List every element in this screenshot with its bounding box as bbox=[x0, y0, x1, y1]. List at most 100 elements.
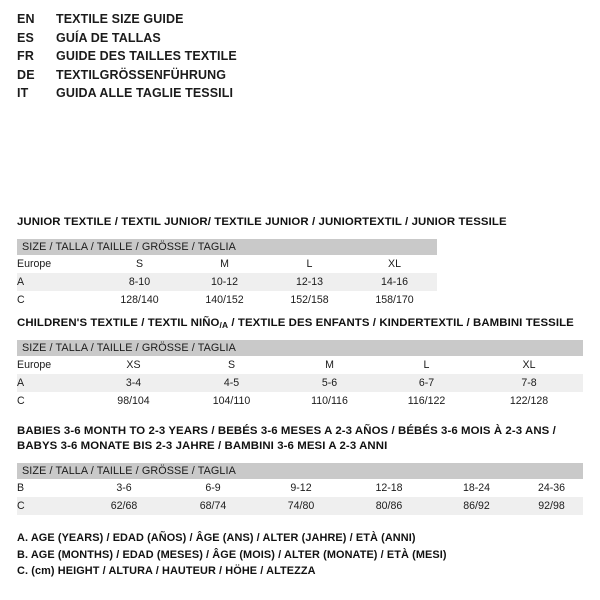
cell-value: 6-9 bbox=[169, 479, 257, 497]
legend-key-b: B. bbox=[17, 548, 29, 561]
language-title-list: EN TEXTILE SIZE GUIDE ES GUÍA DE TALLAS … bbox=[17, 12, 437, 105]
row-label: Europe bbox=[17, 356, 85, 374]
table-row: Europe S M L XL bbox=[17, 255, 438, 273]
legend-line-c: C. (cm) HEIGHT / ALTURA / HAUTEUR / HÖHE… bbox=[17, 563, 447, 580]
cell-value: 74/80 bbox=[257, 497, 345, 515]
cell-value: S bbox=[97, 255, 182, 273]
section-childrens-textile: CHILDREN'S TEXTILE / TEXTIL NIÑO/A / TEX… bbox=[17, 316, 584, 410]
height-measure-figure: C bbox=[440, 4, 590, 209]
cell-value: M bbox=[182, 255, 267, 273]
section-heading-babies-line2: BABYS 3-6 MONATE BIS 2-3 JAHRE / BAMBINI… bbox=[17, 440, 388, 452]
language-row-en: EN TEXTILE SIZE GUIDE bbox=[17, 12, 437, 31]
size-header-label: SIZE / TALLA / TAILLE / GRÖSSE / TAGLIA bbox=[17, 239, 438, 255]
cell-value: 98/104 bbox=[85, 392, 182, 410]
cell-value: 9-12 bbox=[257, 479, 345, 497]
language-title-fr: GUIDE DES TAILLES TEXTILE bbox=[56, 49, 237, 63]
language-row-it: IT GUIDA ALLE TAGLIE TESSILI bbox=[17, 86, 437, 105]
size-header-label: SIZE / TALLA / TAILLE / GRÖSSE / TAGLIA bbox=[17, 463, 584, 479]
cell-value: 4-5 bbox=[182, 374, 281, 392]
cell-value: 7-8 bbox=[475, 374, 584, 392]
language-code-es: ES bbox=[17, 30, 35, 45]
cell-value: L bbox=[267, 255, 352, 273]
language-row-de: DE TEXTILGRÖSSENFÜHRUNG bbox=[17, 68, 437, 87]
section-heading-childrens: CHILDREN'S TEXTILE / TEXTIL NIÑO/A / TEX… bbox=[17, 316, 583, 331]
cell-value: L bbox=[378, 356, 475, 374]
cell-value: 14-16 bbox=[352, 273, 438, 291]
heading-part-post: / TEXTILE DES ENFANTS / KINDERTEXTIL / B… bbox=[228, 317, 574, 329]
cell-value: 6-7 bbox=[378, 374, 475, 392]
language-row-fr: FR GUIDE DES TAILLES TEXTILE bbox=[17, 49, 437, 68]
cell-value: 152/158 bbox=[267, 291, 352, 309]
row-label: B bbox=[17, 479, 79, 497]
language-title-en: TEXTILE SIZE GUIDE bbox=[56, 12, 184, 26]
heading-part-sub: /A bbox=[219, 320, 229, 330]
cell-value: 8-10 bbox=[97, 273, 182, 291]
cell-value: 92/98 bbox=[520, 497, 584, 515]
cell-value: 110/116 bbox=[281, 392, 378, 410]
section-heading-babies-line1: BABIES 3-6 MONTH TO 2-3 YEARS / BEBÉS 3-… bbox=[17, 425, 556, 437]
row-label: Europe bbox=[17, 255, 97, 273]
cell-value: 10-12 bbox=[182, 273, 267, 291]
cell-value: 12-18 bbox=[345, 479, 433, 497]
row-label: C bbox=[17, 291, 97, 309]
row-label: A bbox=[17, 273, 97, 291]
legend-line-a: A. AGE (YEARS) / EDAD (AÑOS) / ÂGE (ANS)… bbox=[17, 530, 447, 547]
cell-value: M bbox=[281, 356, 378, 374]
section-heading-junior: JUNIOR TEXTILE / TEXTIL JUNIOR/ TEXTILE … bbox=[17, 216, 507, 228]
heading-part-pre: CHILDREN'S TEXTILE / TEXTIL NIÑO bbox=[17, 317, 220, 329]
language-code-en: EN bbox=[17, 12, 35, 26]
junior-size-table: SIZE / TALLA / TAILLE / GRÖSSE / TAGLIA … bbox=[17, 239, 438, 309]
language-code-it: IT bbox=[17, 86, 29, 100]
table-row: Europe XS S M L XL bbox=[17, 356, 584, 374]
cell-value: 68/74 bbox=[169, 497, 257, 515]
language-code-fr: FR bbox=[17, 49, 35, 63]
cell-value: 104/110 bbox=[182, 392, 281, 410]
cell-value: 62/68 bbox=[79, 497, 169, 515]
cell-value: S bbox=[182, 356, 281, 374]
cell-value: 128/140 bbox=[97, 291, 182, 309]
legend-key-c: C. bbox=[17, 565, 29, 577]
table-row: C 128/140 140/152 152/158 158/170 bbox=[17, 291, 438, 309]
table-header-row: SIZE / TALLA / TAILLE / GRÖSSE / TAGLIA bbox=[17, 239, 438, 255]
cell-value: 18-24 bbox=[433, 479, 520, 497]
language-title-es: GUÍA DE TALLAS bbox=[56, 30, 161, 45]
cell-value: 116/122 bbox=[378, 392, 475, 410]
table-row: C 98/104 104/110 110/116 116/122 122/128 bbox=[17, 392, 584, 410]
table-row: C 62/68 68/74 74/80 80/86 86/92 92/98 bbox=[17, 497, 584, 515]
cell-value: 12-13 bbox=[267, 273, 352, 291]
row-label: C bbox=[17, 392, 85, 410]
legend-text-b: AGE (MONTHS) / EDAD (MESES) / ÂGE (MOIS)… bbox=[28, 548, 447, 561]
language-code-de: DE bbox=[17, 67, 35, 82]
size-header-label: SIZE / TALLA / TAILLE / GRÖSSE / TAGLIA bbox=[17, 340, 584, 356]
row-label: C bbox=[17, 497, 79, 515]
cell-value: XL bbox=[475, 356, 584, 374]
table-header-row: SIZE / TALLA / TAILLE / GRÖSSE / TAGLIA bbox=[17, 340, 584, 356]
table-header-row: SIZE / TALLA / TAILLE / GRÖSSE / TAGLIA bbox=[17, 463, 584, 479]
cell-value: 158/170 bbox=[352, 291, 438, 309]
table-row: A 3-4 4-5 5-6 6-7 7-8 bbox=[17, 374, 584, 392]
cell-value: XL bbox=[352, 255, 438, 273]
babies-size-table: SIZE / TALLA / TAILLE / GRÖSSE / TAGLIA … bbox=[17, 463, 584, 515]
cell-value: 3-6 bbox=[79, 479, 169, 497]
section-babies-textile: BABIES 3-6 MONTH TO 2-3 YEARS / BEBÉS 3-… bbox=[17, 424, 584, 515]
table-row: A 8-10 10-12 12-13 14-16 bbox=[17, 273, 438, 291]
section-junior-textile: JUNIOR TEXTILE / TEXTIL JUNIOR/ TEXTILE … bbox=[17, 215, 507, 309]
cell-value: 86/92 bbox=[433, 497, 520, 515]
cell-value: 122/128 bbox=[475, 392, 584, 410]
cell-value: 5-6 bbox=[281, 374, 378, 392]
table-row: B 3-6 6-9 9-12 12-18 18-24 24-36 bbox=[17, 479, 584, 497]
legend-line-b: B. AGE (MONTHS) / EDAD (MESES) / ÂGE (MO… bbox=[17, 547, 447, 564]
cell-value: 80/86 bbox=[345, 497, 433, 515]
language-row-es: ES GUÍA DE TALLAS bbox=[17, 31, 437, 50]
cell-value: 140/152 bbox=[182, 291, 267, 309]
language-title-it: GUIDA ALLE TAGLIE TESSILI bbox=[56, 86, 234, 100]
cell-value: XS bbox=[85, 356, 182, 374]
cell-value: 24-36 bbox=[520, 479, 584, 497]
legend-text-c: (cm) HEIGHT / ALTURA / HAUTEUR / HÖHE / … bbox=[28, 565, 316, 577]
legend-key-a: A. bbox=[17, 532, 29, 544]
language-title-de: TEXTILGRÖSSENFÜHRUNG bbox=[56, 67, 227, 82]
legend-text-a: AGE (YEARS) / EDAD (AÑOS) / ÂGE (ANS) / … bbox=[28, 532, 416, 544]
legend-block: A. AGE (YEARS) / EDAD (AÑOS) / ÂGE (ANS)… bbox=[17, 530, 447, 580]
row-label: A bbox=[17, 374, 85, 392]
childrens-size-table: SIZE / TALLA / TAILLE / GRÖSSE / TAGLIA … bbox=[17, 340, 584, 410]
